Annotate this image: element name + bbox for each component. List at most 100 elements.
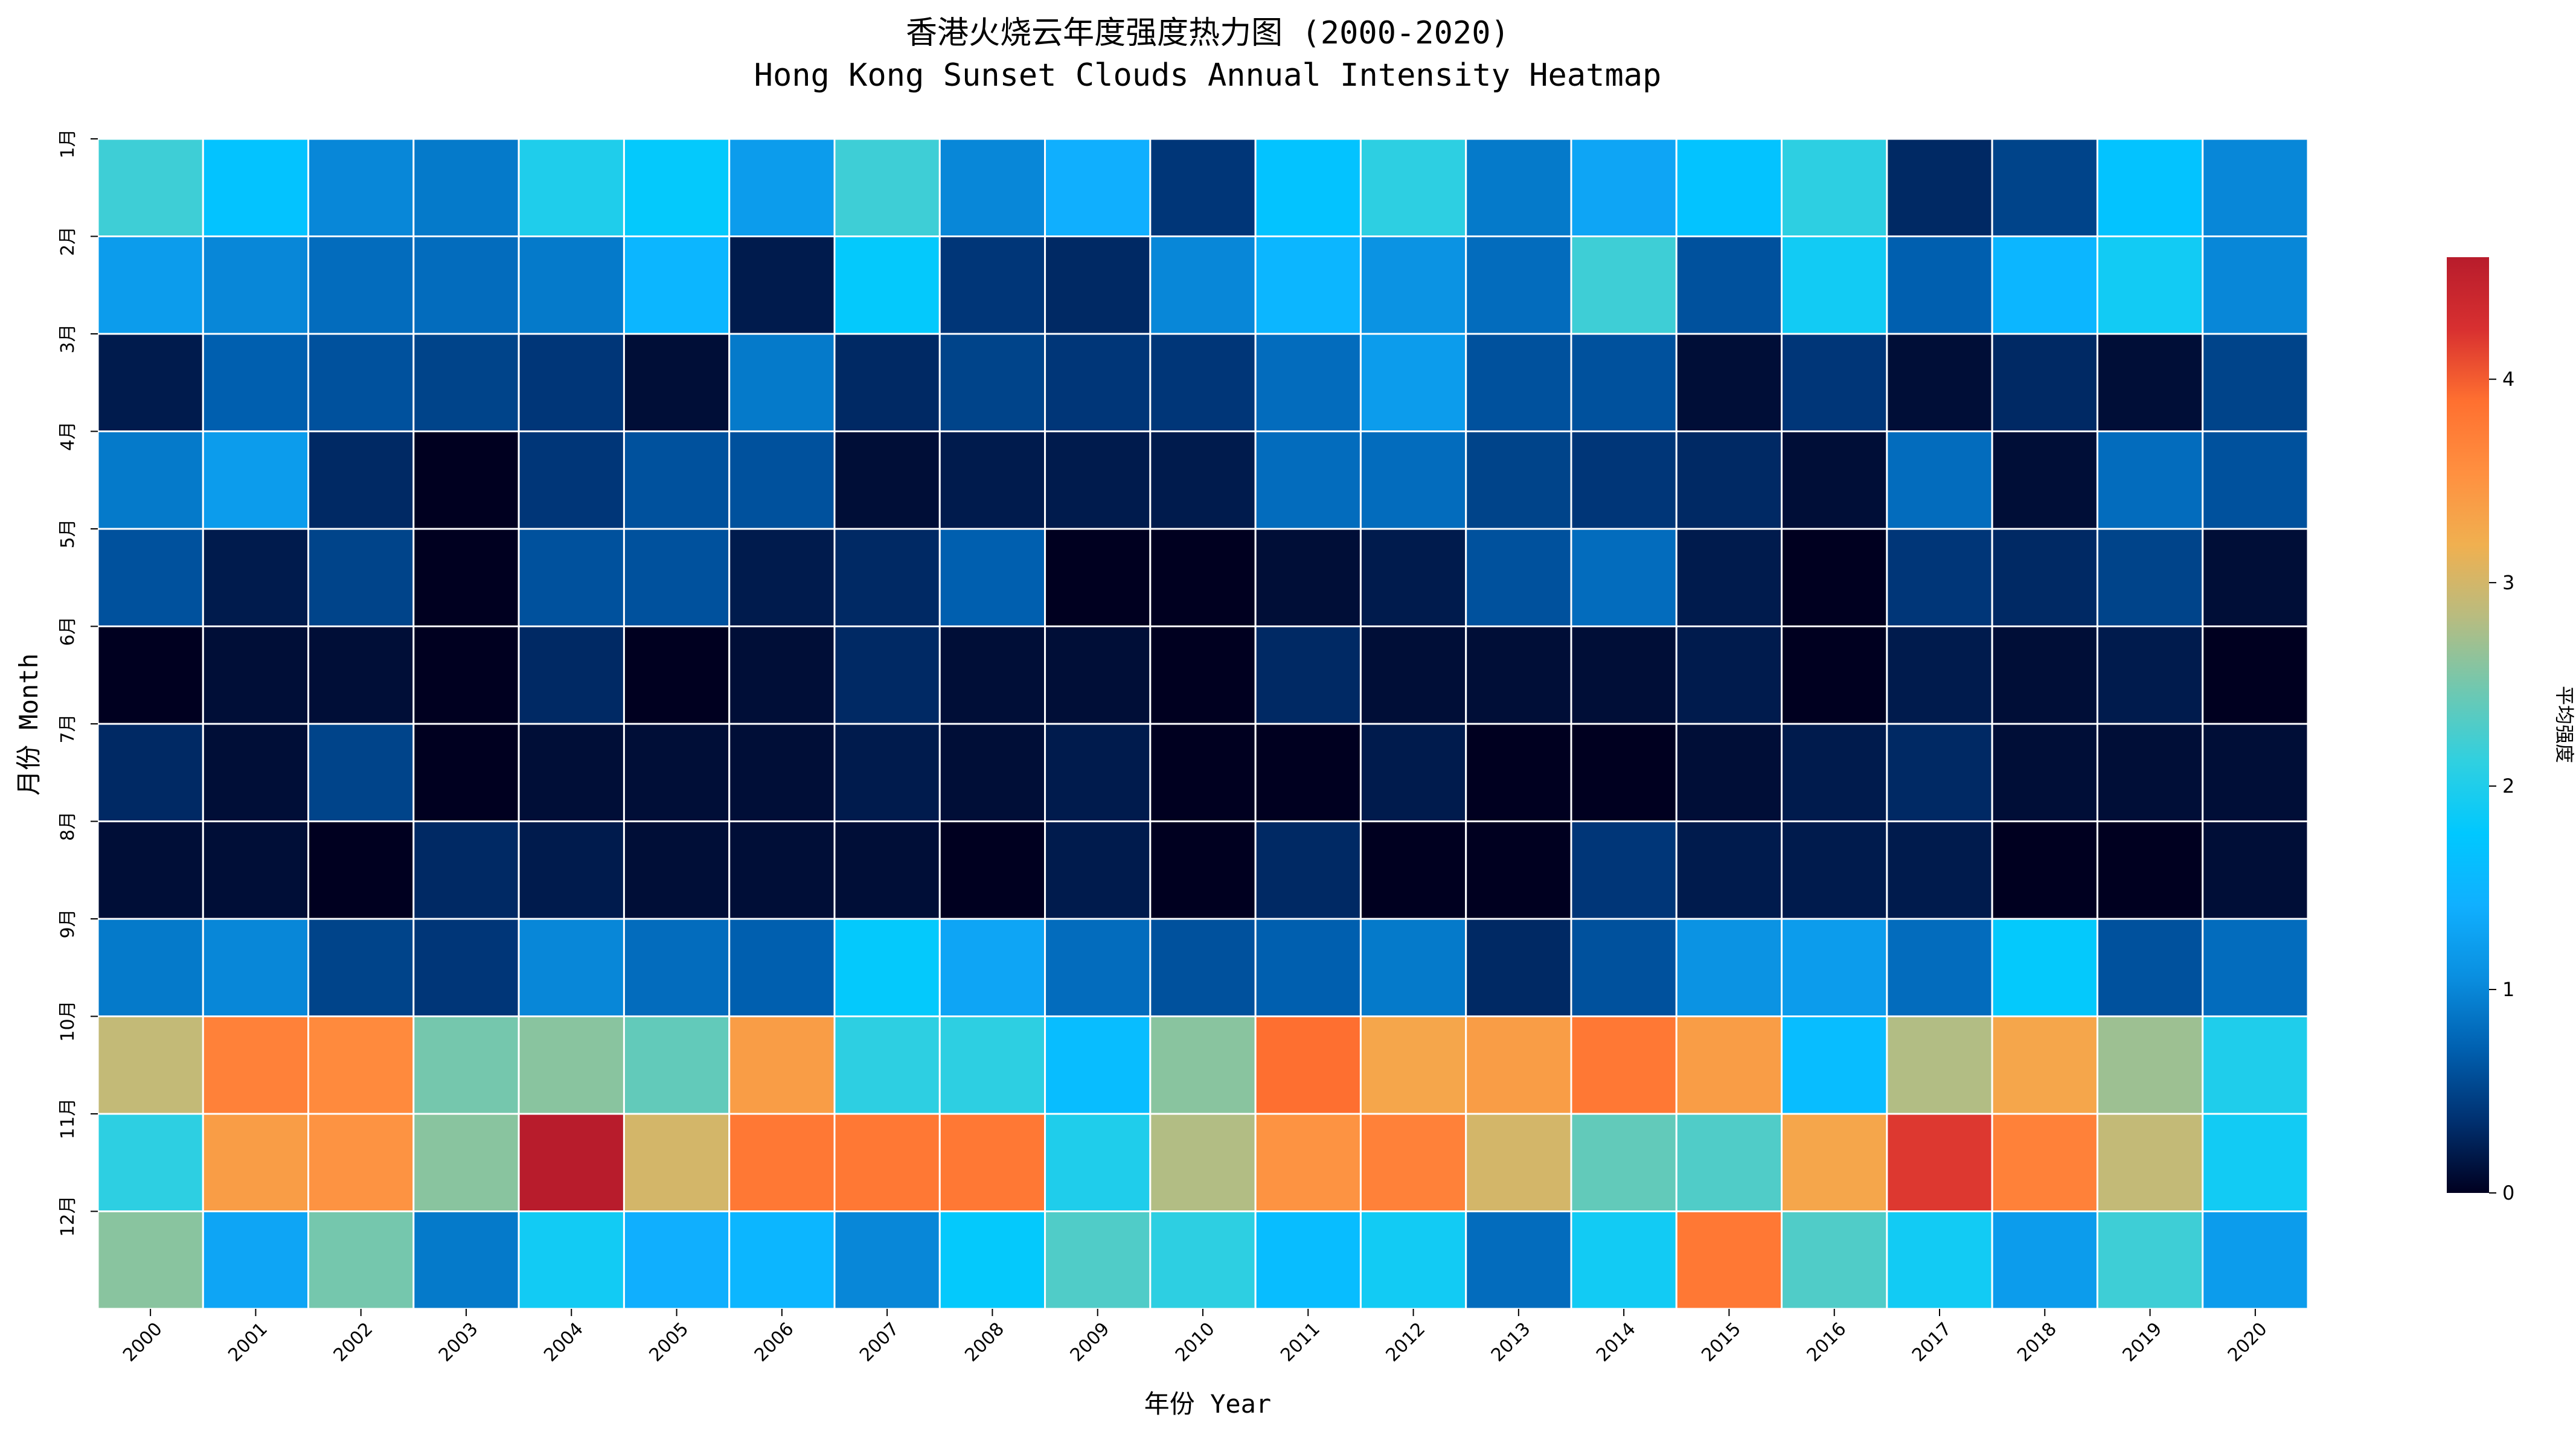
y-axis-label: 月份 Month (14, 653, 43, 796)
x-tick-label: 2008 (961, 1319, 1008, 1366)
x-tick-label: 2007 (856, 1319, 903, 1366)
heatmap-cell (623, 333, 731, 432)
y-tick-label: 6月 (57, 616, 78, 646)
heatmap-cell (2096, 918, 2204, 1017)
heatmap-cell (833, 138, 941, 237)
heatmap-cell (97, 430, 204, 530)
heatmap-cell (1991, 528, 2098, 627)
x-tick-label: 2019 (2118, 1319, 2166, 1366)
heatmap-cell (1991, 723, 2098, 822)
heatmap-cell (1359, 625, 1467, 725)
heatmap-cell (2096, 235, 2204, 335)
heatmap-cell (1359, 820, 1467, 920)
heatmap-cell (1254, 1113, 1362, 1212)
heatmap-cell (1570, 723, 1677, 822)
x-tick-label: 2001 (224, 1319, 272, 1366)
heatmap-cell (1570, 1015, 1677, 1115)
heatmap-cell (2202, 625, 2309, 725)
heatmap-cell (2202, 138, 2309, 237)
y-tick-label: 10月 (57, 1000, 78, 1041)
heatmap-cell (1044, 625, 1152, 725)
heatmap-cell (202, 918, 310, 1017)
heatmap-cell (1465, 1015, 1572, 1115)
x-tick-label: 2004 (540, 1319, 588, 1366)
heatmap-cell (1675, 918, 1783, 1017)
heatmap-cell (1254, 723, 1362, 822)
heatmap-cell (412, 820, 520, 920)
heatmap-cell (412, 333, 520, 432)
heatmap-cell (1886, 138, 1993, 237)
heatmap-cell (517, 138, 625, 237)
heatmap-cell (97, 1113, 204, 1212)
heatmap-cell (1465, 723, 1572, 822)
heatmap-cell (97, 820, 204, 920)
heatmap-cells (97, 138, 2309, 1310)
heatmap-cell (412, 625, 520, 725)
heatmap-cell (1570, 820, 1677, 920)
heatmap-cell (1781, 625, 1888, 725)
colorbar-tick-label: 3 (2502, 571, 2514, 594)
heatmap-cell (2096, 1015, 2204, 1115)
heatmap-cell (833, 1113, 941, 1212)
heatmap-cell (1044, 235, 1152, 335)
heatmap-cell (938, 430, 1046, 530)
heatmap-cell (1044, 333, 1152, 432)
heatmap-cell (412, 918, 520, 1017)
heatmap-cell (202, 723, 310, 822)
heatmap-cell (1675, 138, 1783, 237)
heatmap-cell (1991, 1113, 2098, 1212)
heatmap-cell (1149, 918, 1257, 1017)
heatmap-cell (517, 723, 625, 822)
heatmap-cell (623, 918, 731, 1017)
heatmap-cell (833, 1015, 941, 1115)
heatmap-cell (1675, 235, 1783, 335)
heatmap-cell (412, 430, 520, 530)
heatmap-cell (938, 333, 1046, 432)
heatmap-cell (728, 430, 836, 530)
heatmap-cell (1359, 430, 1467, 530)
heatmap-cell (728, 723, 836, 822)
heatmap-cell (1359, 528, 1467, 627)
heatmap-cell (1570, 138, 1677, 237)
y-tick-label: 4月 (57, 421, 78, 451)
heatmap-cell (412, 528, 520, 627)
heatmap-cell (623, 625, 731, 725)
heatmap-cell (1149, 430, 1257, 530)
heatmap-cell (1781, 1015, 1888, 1115)
heatmap-cell (1149, 333, 1257, 432)
y-tick-label: 8月 (57, 811, 78, 841)
heatmap-cell (307, 333, 415, 432)
heatmap-cell (202, 1113, 310, 1212)
heatmap-cell (833, 820, 941, 920)
heatmap-cell (97, 235, 204, 335)
heatmap-cell (2096, 430, 2204, 530)
heatmap-cell (1991, 235, 2098, 335)
heatmap-cell (833, 723, 941, 822)
heatmap-cell (2096, 1113, 2204, 1212)
x-tick-label: 2014 (1592, 1319, 1640, 1366)
heatmap-cell (833, 235, 941, 335)
heatmap-cell (1991, 1015, 2098, 1115)
x-tick-label: 2017 (1908, 1319, 1956, 1366)
heatmap-cell (97, 723, 204, 822)
heatmap-cell (938, 138, 1046, 237)
heatmap-cell (728, 1210, 836, 1310)
heatmap-cell (1044, 138, 1152, 237)
heatmap-cell (1465, 1113, 1572, 1212)
heatmap-cell (1149, 235, 1257, 335)
heatmap-cell (1359, 1210, 1467, 1310)
heatmap-cell (938, 723, 1046, 822)
heatmap-cell (1254, 430, 1362, 530)
heatmap-cell (1359, 723, 1467, 822)
heatmap-cell (2202, 235, 2309, 335)
heatmap-cell (1044, 1210, 1152, 1310)
heatmap-cell (97, 1015, 204, 1115)
x-tick-label: 2009 (1066, 1319, 1114, 1366)
heatmap-cell (1781, 1210, 1888, 1310)
heatmap-cell (1149, 1015, 1257, 1115)
heatmap-cell (412, 235, 520, 335)
x-tick-label: 2015 (1697, 1319, 1745, 1366)
colorbar-tick-label: 4 (2502, 368, 2514, 391)
heatmap-cell (2202, 528, 2309, 627)
heatmap-cell (2202, 1113, 2309, 1212)
